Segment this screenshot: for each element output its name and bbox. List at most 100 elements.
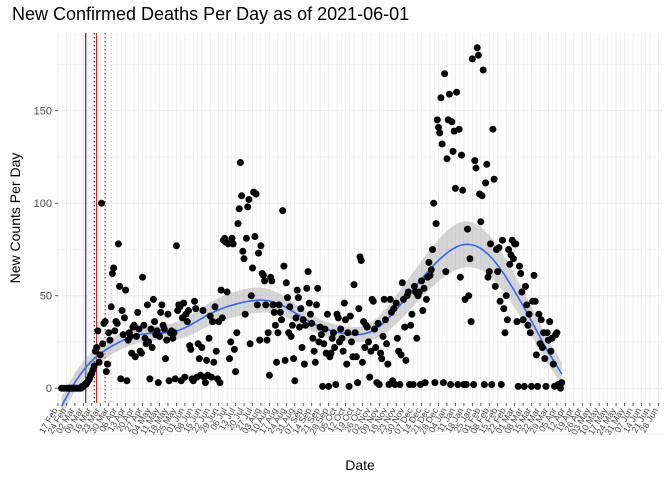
- data-point: [354, 379, 362, 387]
- y-axis-ticks: 0 50 100 150: [34, 106, 58, 395]
- data-point: [207, 373, 215, 381]
- y-tick-label: 100: [34, 198, 52, 210]
- data-point: [366, 373, 374, 381]
- data-point: [474, 51, 482, 59]
- data-point: [339, 347, 347, 355]
- data-point: [95, 358, 103, 366]
- data-point: [149, 295, 157, 303]
- data-point: [236, 159, 244, 166]
- data-point: [181, 373, 189, 381]
- data-point: [472, 164, 480, 172]
- data-point: [448, 118, 456, 126]
- data-point: [501, 329, 509, 337]
- data-point: [146, 375, 154, 383]
- data-point: [206, 312, 214, 320]
- data-point: [163, 336, 171, 344]
- data-point: [313, 301, 320, 309]
- data-point: [320, 340, 328, 348]
- data-point: [443, 155, 451, 163]
- data-point: [415, 288, 423, 296]
- data-point: [246, 340, 254, 348]
- data-point: [251, 233, 259, 240]
- data-point: [117, 375, 125, 383]
- data-point: [456, 273, 464, 281]
- data-point: [191, 297, 198, 305]
- y-tick-label: 150: [34, 106, 52, 118]
- data-point: [229, 240, 237, 248]
- data-point: [94, 327, 102, 335]
- data-point: [477, 218, 485, 226]
- data-point: [96, 351, 104, 359]
- data-point: [192, 305, 200, 313]
- data-point: [280, 262, 288, 270]
- data-point: [261, 277, 269, 285]
- data-point: [468, 55, 476, 63]
- data-point: [226, 355, 233, 363]
- data-point: [430, 199, 438, 207]
- data-point: [123, 377, 131, 385]
- data-point: [557, 384, 564, 392]
- data-point: [135, 325, 143, 333]
- data-point: [185, 307, 192, 314]
- data-point: [211, 303, 219, 311]
- data-point: [321, 325, 329, 333]
- data-point: [223, 288, 231, 296]
- data-point: [309, 334, 317, 342]
- data-point: [494, 268, 502, 276]
- data-point: [358, 358, 366, 366]
- data-point: [346, 312, 354, 320]
- data-point: [437, 94, 445, 102]
- data-point: [116, 282, 124, 290]
- data-point: [491, 282, 499, 290]
- y-tick-label: 50: [40, 291, 52, 303]
- data-point: [140, 321, 148, 329]
- data-point: [284, 294, 291, 302]
- data-point: [153, 327, 161, 335]
- data-point: [345, 382, 353, 390]
- data-point: [195, 355, 203, 363]
- data-point: [396, 381, 404, 388]
- data-point: [230, 345, 238, 353]
- data-point: [546, 318, 554, 326]
- data-point: [523, 301, 531, 309]
- data-point: [143, 301, 151, 309]
- data-point: [271, 321, 279, 329]
- data-point: [355, 305, 363, 313]
- data-point: [130, 321, 138, 329]
- data-point: [325, 382, 333, 390]
- data-point: [255, 249, 262, 257]
- data-point: [535, 310, 543, 318]
- data-point: [282, 279, 290, 287]
- data-point: [252, 190, 260, 198]
- data-point: [122, 286, 130, 294]
- data-point: [279, 207, 287, 215]
- data-point: [265, 371, 273, 379]
- data-point: [392, 299, 400, 307]
- data-point: [503, 316, 511, 324]
- data-point: [420, 284, 428, 292]
- data-point: [172, 242, 180, 250]
- data-point: [351, 329, 359, 337]
- data-point: [212, 347, 220, 355]
- data-point: [323, 310, 331, 318]
- data-point: [337, 325, 345, 333]
- data-point: [264, 329, 272, 337]
- data-point: [329, 329, 337, 337]
- data-point: [242, 234, 250, 242]
- data-point: [383, 340, 391, 348]
- data-point: [441, 70, 449, 78]
- data-point: [391, 381, 399, 388]
- data-point: [99, 340, 107, 348]
- data-point: [107, 303, 115, 311]
- data-point: [216, 379, 224, 387]
- data-point: [340, 299, 348, 307]
- data-point: [305, 299, 313, 307]
- data-point: [371, 325, 378, 333]
- data-point: [558, 379, 566, 387]
- data-point: [435, 123, 442, 131]
- data-point: [145, 338, 153, 346]
- data-point: [247, 292, 255, 300]
- data-point: [505, 246, 513, 253]
- data-point: [425, 258, 433, 266]
